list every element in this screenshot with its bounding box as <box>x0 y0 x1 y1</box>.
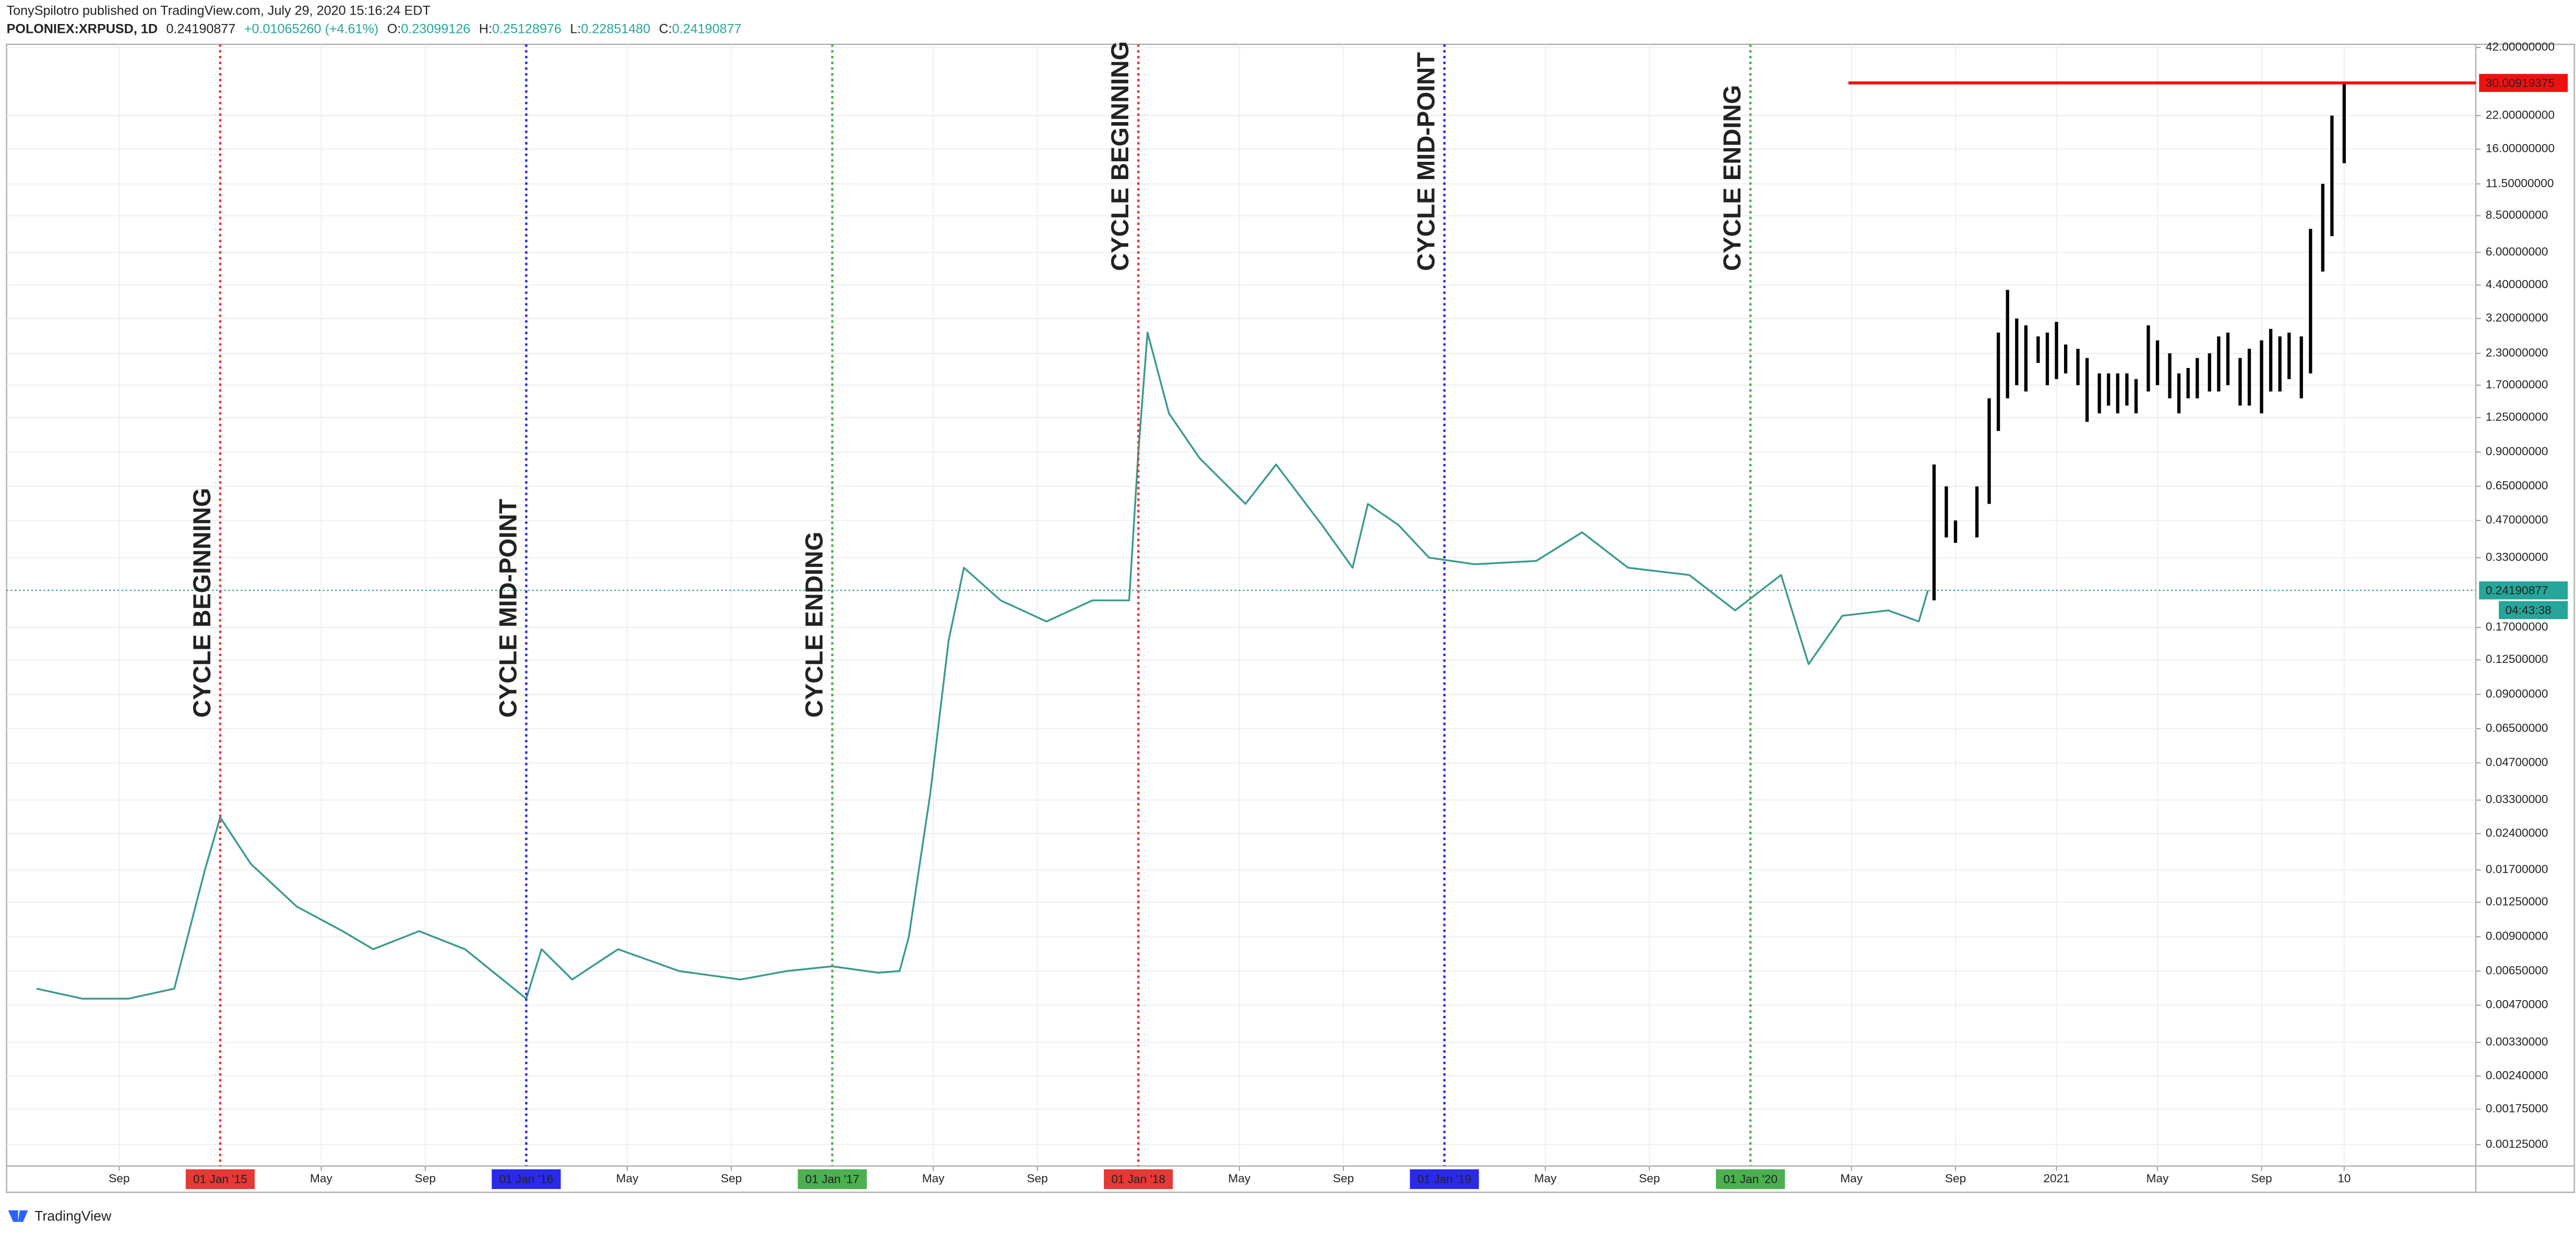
date-label: 01 Jan '17 <box>805 1172 860 1186</box>
ohlc-value: 0.23099126 <box>401 21 470 36</box>
ohlc-label: L: <box>570 21 581 36</box>
y-tick-label: 0.02400000 <box>2486 826 2548 839</box>
ohlc-label: C: <box>659 21 672 36</box>
countdown: 04:43:38 <box>2506 603 2551 616</box>
date-label: 01 Jan '20 <box>1723 1172 1778 1186</box>
date-label: 01 Jan '16 <box>499 1172 553 1186</box>
x-tick-label: May <box>616 1171 638 1185</box>
cycle-label: CYCLE ENDING <box>801 531 828 717</box>
date-label: 01 Jan '18 <box>1111 1172 1165 1186</box>
ohlc-value: 0.22851480 <box>581 21 650 36</box>
date-label: 01 Jan '19 <box>1417 1172 1472 1186</box>
author-line: TonySpilotro published on TradingView.co… <box>7 4 431 18</box>
y-tick-label: 0.09000000 <box>2486 686 2548 700</box>
last-price-box <box>2479 581 2568 600</box>
y-tick-label: 0.00240000 <box>2486 1068 2548 1082</box>
target-label: 30.00919375 <box>2486 76 2555 89</box>
price: 0.24190877 <box>166 21 235 36</box>
y-tick-label: 0.90000000 <box>2486 444 2548 458</box>
x-tick-label: Sep <box>721 1171 742 1185</box>
y-tick-label: 0.01700000 <box>2486 862 2548 875</box>
y-tick-label: 0.06500000 <box>2486 721 2548 734</box>
y-tick-label: 0.03300000 <box>2486 792 2548 806</box>
y-tick-label: 0.47000000 <box>2486 513 2548 526</box>
grid <box>6 44 2476 1166</box>
ohlc-label: O: <box>387 21 401 36</box>
x-tick-label: Sep <box>1333 1171 1354 1185</box>
x-tick-label: May <box>922 1171 945 1185</box>
y-tick-label: 1.25000000 <box>2486 410 2548 423</box>
ohlc-value: 0.25128976 <box>492 21 562 36</box>
date-label-box <box>1104 1169 1173 1189</box>
date-label-box <box>1410 1169 1479 1189</box>
logo-icon <box>8 1210 28 1222</box>
y-tick-label: 0.00470000 <box>2486 998 2548 1011</box>
cycle-label: CYCLE ENDING <box>1719 85 1746 271</box>
y-tick-label: 0.00650000 <box>2486 963 2548 977</box>
x-tick-label: Sep <box>2251 1171 2272 1185</box>
y-tick-label: 2.30000000 <box>2486 346 2548 359</box>
change: +0.01065260 (+4.61%) <box>244 21 378 36</box>
target-label-box <box>2479 74 2568 92</box>
y-tick-label: 3.20000000 <box>2486 311 2548 324</box>
x-tick-label: May <box>1228 1171 1250 1185</box>
x-tick-label: Sep <box>1027 1171 1048 1185</box>
x-tick-label: Sep <box>415 1171 436 1185</box>
countdown-box <box>2499 601 2568 620</box>
y-tick-label: 1.70000000 <box>2486 377 2548 391</box>
y-tick-label: 0.00125000 <box>2486 1137 2548 1150</box>
date-label-box <box>1716 1169 1785 1189</box>
logo: TradingView <box>8 1208 112 1224</box>
x-tick-label: Sep <box>109 1171 129 1185</box>
symbol: POLONIEX:XRPUSD, 1D <box>7 21 158 36</box>
y-tick-label: 0.00330000 <box>2486 1035 2548 1048</box>
y-tick-label: 0.65000000 <box>2486 479 2548 492</box>
x-tick-label: Sep <box>1639 1171 1660 1185</box>
ohlc-value: 0.24190877 <box>672 21 742 36</box>
y-tick-label: 8.50000000 <box>2486 208 2548 221</box>
last-price-label: 0.24190877 <box>2486 584 2548 597</box>
y-tick-label: 6.00000000 <box>2486 244 2548 258</box>
cycle-label: CYCLE BEGINNING <box>188 488 216 718</box>
x-tick-label: Sep <box>1945 1171 1966 1185</box>
brand: TradingView <box>34 1208 112 1224</box>
cycle-label: CYCLE BEGINNING <box>1106 41 1134 271</box>
x-tick-label: May <box>2146 1171 2169 1185</box>
y-tick-label: 0.17000000 <box>2486 620 2548 633</box>
cycle-label: CYCLE MID-POINT <box>1413 52 1440 271</box>
y-tick-label: 0.01250000 <box>2486 895 2548 908</box>
y-tick-label: 4.40000000 <box>2486 277 2548 291</box>
y-tick-label: 42.00000000 <box>2486 40 2555 53</box>
y-tick-label: 16.00000000 <box>2486 141 2555 155</box>
x-tick-label: May <box>310 1171 332 1185</box>
y-tick-label: 22.00000000 <box>2486 108 2555 121</box>
y-tick-label: 0.00175000 <box>2486 1101 2548 1115</box>
x-tick-label: May <box>1534 1171 1557 1185</box>
y-tick-label: 11.50000000 <box>2486 176 2554 189</box>
ohlc-label: H: <box>479 21 492 36</box>
y-tick-label: 0.33000000 <box>2486 550 2548 563</box>
date-label-box <box>797 1169 867 1189</box>
header-line: POLONIEX:XRPUSD, 1D 0.24190877 +0.010652… <box>7 21 742 36</box>
date-label: 01 Jan '15 <box>193 1172 247 1186</box>
cycle-label: CYCLE MID-POINT <box>494 498 522 717</box>
x-tick-label: 10 <box>2338 1171 2351 1185</box>
y-tick-label: 0.12500000 <box>2486 652 2548 666</box>
frame <box>6 43 2575 1193</box>
date-label-box <box>185 1169 255 1189</box>
x-tick-label: 2021 <box>2043 1171 2069 1185</box>
y-tick-label: 0.00900000 <box>2486 929 2548 943</box>
y-tick-label: 0.04700000 <box>2486 755 2548 768</box>
x-tick-label: May <box>1840 1171 1863 1185</box>
price-line <box>36 331 1929 1000</box>
date-label-box <box>492 1169 561 1189</box>
